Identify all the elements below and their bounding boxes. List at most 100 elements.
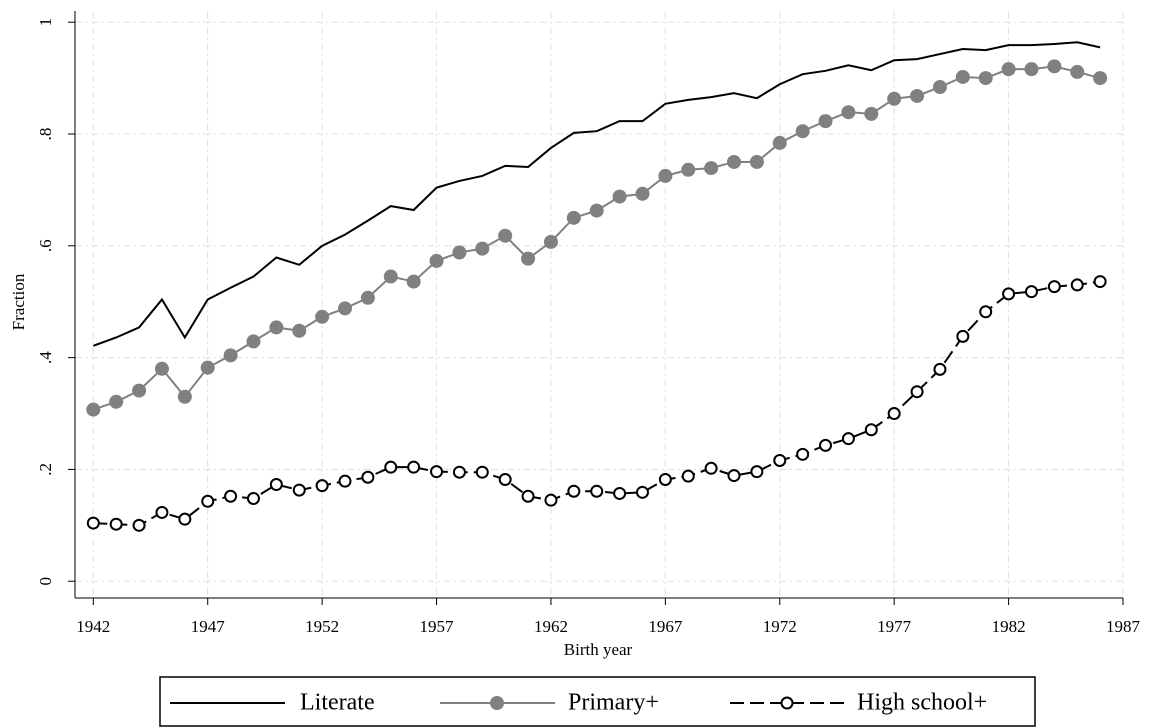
point — [521, 251, 536, 266]
point — [338, 301, 353, 316]
point — [979, 305, 993, 319]
point — [246, 334, 261, 349]
point — [430, 465, 444, 479]
series-line — [92, 65, 1101, 411]
point — [567, 484, 581, 498]
point — [887, 407, 901, 421]
point — [727, 154, 742, 169]
point — [475, 465, 489, 479]
point — [178, 512, 192, 526]
point — [475, 241, 490, 256]
point — [407, 460, 421, 474]
point — [544, 493, 558, 507]
point — [361, 470, 375, 484]
point — [864, 106, 879, 121]
point — [269, 320, 284, 335]
point — [86, 516, 100, 530]
x-tick-label: 1977 — [877, 617, 912, 636]
x-tick-label: 1942 — [76, 617, 110, 636]
point — [452, 465, 466, 479]
point — [841, 105, 856, 120]
y-tick-label: .4 — [36, 351, 55, 364]
point — [177, 389, 192, 404]
legend: Literate Primary+ High school+ — [170, 690, 987, 716]
point — [749, 154, 764, 169]
point — [773, 453, 787, 467]
point — [704, 161, 719, 176]
point — [910, 385, 924, 399]
point — [566, 210, 581, 225]
point — [292, 323, 307, 338]
series-line — [92, 41, 1101, 347]
x-tick-label: 1952 — [305, 617, 339, 636]
point — [932, 80, 947, 95]
point — [154, 361, 169, 376]
point — [590, 484, 604, 498]
point — [338, 474, 352, 488]
point — [132, 383, 147, 398]
point — [521, 489, 535, 503]
y-tick-label: .2 — [36, 463, 55, 476]
point — [132, 518, 146, 532]
point — [818, 114, 833, 129]
y-tick-label: 0 — [36, 577, 55, 586]
legend-label: Literate — [300, 690, 375, 716]
point — [658, 168, 673, 183]
point — [383, 269, 398, 284]
x-tick-label: 1972 — [763, 617, 797, 636]
point — [681, 469, 695, 483]
point — [1070, 64, 1085, 79]
x-tick-label: 1962 — [534, 617, 568, 636]
point — [1047, 59, 1062, 74]
x-tick-label: 1947 — [191, 617, 226, 636]
point — [223, 348, 238, 363]
point — [841, 432, 855, 446]
point — [246, 491, 260, 505]
y-tick-label: .8 — [36, 128, 55, 141]
point — [1093, 71, 1108, 86]
point — [315, 309, 330, 324]
point — [727, 469, 741, 483]
point — [635, 186, 650, 201]
point — [292, 483, 306, 497]
x-axis-label: Birth year — [564, 640, 633, 659]
point — [86, 402, 101, 417]
point — [452, 245, 467, 260]
x-tick-label: 1957 — [420, 617, 455, 636]
point — [704, 461, 718, 475]
y-axis-label: Fraction — [9, 273, 28, 330]
point — [200, 360, 215, 375]
point — [1001, 62, 1016, 77]
point — [155, 505, 169, 519]
point — [681, 162, 696, 177]
point — [933, 362, 947, 376]
x-tick-label: 1967 — [648, 617, 683, 636]
point — [864, 423, 878, 437]
point — [1024, 285, 1038, 299]
point — [887, 91, 902, 106]
point — [498, 228, 513, 243]
point — [1002, 287, 1016, 301]
point — [589, 203, 604, 218]
point — [109, 394, 124, 409]
point — [635, 485, 649, 499]
y-tick-label: 1 — [36, 18, 55, 27]
point — [795, 124, 810, 139]
point — [1024, 62, 1039, 77]
point — [315, 479, 329, 493]
point — [978, 71, 993, 86]
point — [613, 486, 627, 500]
y-tick-label: .6 — [36, 239, 55, 252]
point — [429, 253, 444, 268]
point — [772, 135, 787, 150]
legend-marker — [490, 696, 504, 710]
point — [498, 472, 512, 486]
legend-label: Primary+ — [568, 690, 659, 716]
point — [658, 472, 672, 486]
legend-marker — [780, 696, 794, 710]
point — [1093, 275, 1107, 289]
point — [406, 274, 421, 289]
point — [910, 88, 925, 103]
point — [819, 438, 833, 452]
